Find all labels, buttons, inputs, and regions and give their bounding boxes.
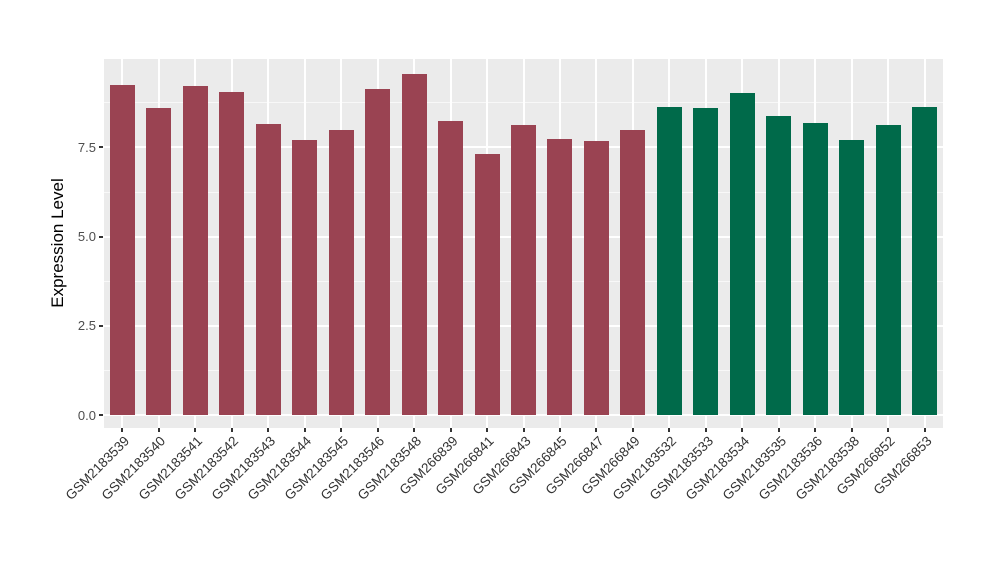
x-tick-mark — [777, 428, 780, 432]
bar — [328, 129, 354, 415]
bar — [839, 140, 865, 415]
bar — [693, 107, 719, 415]
x-tick-mark — [267, 428, 270, 432]
bar — [766, 116, 792, 415]
x-tick-mark — [558, 428, 561, 432]
bar — [583, 140, 609, 415]
x-tick-mark — [194, 428, 197, 432]
x-tick-mark — [631, 428, 634, 432]
bar — [109, 85, 135, 415]
y-tick-mark — [99, 324, 103, 327]
x-tick-mark — [704, 428, 707, 432]
x-tick-mark — [668, 428, 671, 432]
y-tick-mark — [99, 414, 103, 416]
x-tick-mark — [486, 428, 489, 432]
bar — [511, 125, 536, 415]
bar — [547, 139, 573, 415]
y-tick-label: 5.0 — [77, 229, 96, 245]
x-tick-mark — [303, 428, 306, 432]
x-tick-mark — [449, 428, 452, 432]
bar — [292, 139, 318, 415]
x-tick-mark — [157, 428, 160, 432]
bar — [875, 125, 901, 415]
bar — [620, 130, 646, 415]
x-tick-mark — [850, 428, 853, 432]
bar — [401, 73, 427, 415]
x-tick-mark — [595, 428, 598, 432]
x-tick-mark — [340, 428, 343, 432]
x-tick-mark — [741, 428, 744, 432]
y-tick-label: 0.0 — [77, 407, 96, 423]
x-tick-mark — [814, 428, 817, 432]
y-tick-label: 2.5 — [77, 318, 96, 334]
bar — [365, 89, 391, 415]
bar — [255, 123, 281, 415]
x-tick-mark — [923, 428, 926, 432]
bar — [656, 107, 682, 415]
x-tick-mark — [230, 428, 233, 432]
x-tick-mark — [522, 428, 525, 432]
bar — [474, 153, 500, 415]
x-tick-mark — [121, 428, 124, 432]
bar — [219, 92, 245, 415]
bar — [182, 86, 208, 415]
plot-panel — [104, 57, 943, 428]
y-tick-mark — [99, 235, 103, 238]
bar — [912, 107, 938, 415]
bar — [802, 123, 828, 415]
x-tick-mark — [413, 428, 416, 432]
x-tick-mark — [376, 428, 379, 432]
y-tick-label: 7.5 — [77, 139, 96, 155]
y-tick-mark — [99, 146, 103, 149]
x-tick-mark — [887, 428, 890, 432]
bar — [729, 93, 755, 415]
bar — [438, 121, 464, 415]
bar — [146, 107, 172, 415]
